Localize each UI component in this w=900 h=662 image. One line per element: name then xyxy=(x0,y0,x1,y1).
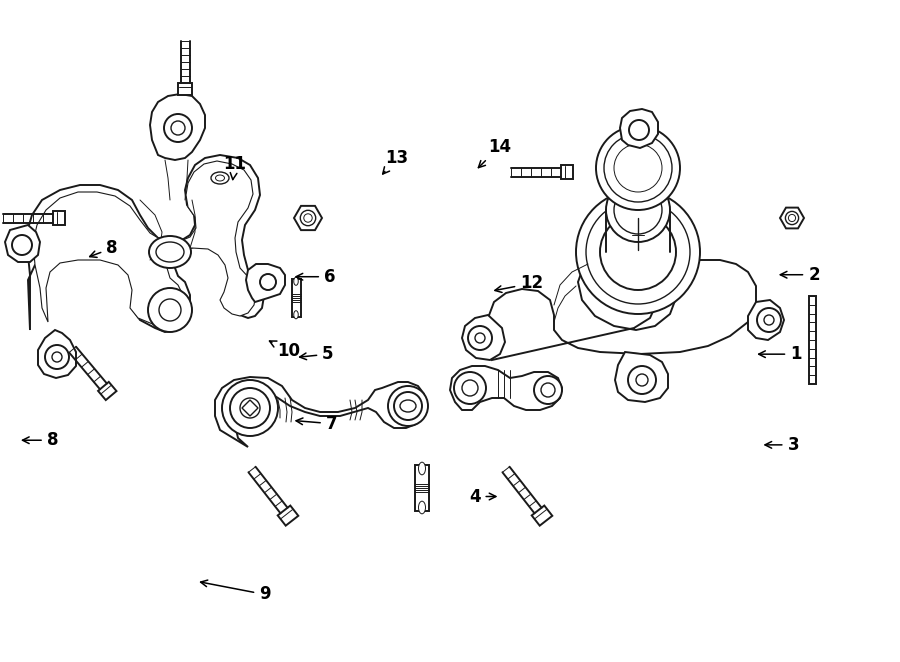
Ellipse shape xyxy=(418,462,426,475)
Ellipse shape xyxy=(293,310,298,319)
Circle shape xyxy=(786,211,798,224)
Circle shape xyxy=(45,345,69,369)
Text: 3: 3 xyxy=(765,436,799,454)
Circle shape xyxy=(534,376,562,404)
Circle shape xyxy=(764,315,774,325)
Circle shape xyxy=(164,114,192,142)
Circle shape xyxy=(52,352,62,362)
Text: 6: 6 xyxy=(296,267,336,286)
Ellipse shape xyxy=(418,501,426,514)
Polygon shape xyxy=(620,109,658,148)
Circle shape xyxy=(222,380,278,436)
Text: 1: 1 xyxy=(759,345,802,363)
Text: 12: 12 xyxy=(495,274,544,293)
Polygon shape xyxy=(462,315,505,360)
Circle shape xyxy=(171,121,185,135)
Ellipse shape xyxy=(400,400,416,412)
Ellipse shape xyxy=(215,175,224,181)
Text: 11: 11 xyxy=(223,155,247,179)
Polygon shape xyxy=(98,382,116,400)
Text: 14: 14 xyxy=(479,138,511,167)
Text: 10: 10 xyxy=(269,341,301,360)
Circle shape xyxy=(148,288,192,332)
Text: 4: 4 xyxy=(469,487,496,506)
Ellipse shape xyxy=(293,277,298,285)
Circle shape xyxy=(541,383,555,397)
Text: 5: 5 xyxy=(300,345,334,363)
Circle shape xyxy=(596,126,680,210)
Polygon shape xyxy=(748,300,784,340)
Polygon shape xyxy=(178,83,192,95)
Circle shape xyxy=(576,190,700,314)
Circle shape xyxy=(788,214,796,222)
Polygon shape xyxy=(278,506,298,526)
Polygon shape xyxy=(415,465,429,511)
Text: 2: 2 xyxy=(780,265,820,284)
Polygon shape xyxy=(53,211,65,225)
Circle shape xyxy=(604,134,672,202)
Circle shape xyxy=(475,333,485,343)
Polygon shape xyxy=(780,208,804,228)
Text: 8: 8 xyxy=(22,431,58,449)
Ellipse shape xyxy=(156,242,184,262)
Circle shape xyxy=(757,308,781,332)
Polygon shape xyxy=(246,264,285,302)
Circle shape xyxy=(586,200,690,304)
Circle shape xyxy=(159,299,181,321)
Text: 7: 7 xyxy=(296,414,338,433)
Polygon shape xyxy=(615,352,668,402)
Ellipse shape xyxy=(149,236,191,268)
Polygon shape xyxy=(215,377,426,447)
Text: 8: 8 xyxy=(90,239,118,258)
Polygon shape xyxy=(450,366,562,410)
Polygon shape xyxy=(808,296,815,384)
Circle shape xyxy=(606,178,670,242)
Polygon shape xyxy=(242,400,258,416)
Polygon shape xyxy=(5,225,40,262)
Circle shape xyxy=(230,388,270,428)
Circle shape xyxy=(454,372,486,404)
Circle shape xyxy=(12,235,32,255)
Circle shape xyxy=(628,366,656,394)
Polygon shape xyxy=(294,206,322,230)
Circle shape xyxy=(600,214,676,290)
Circle shape xyxy=(240,398,260,418)
Circle shape xyxy=(304,214,312,222)
Polygon shape xyxy=(488,252,756,360)
Circle shape xyxy=(636,374,648,386)
Polygon shape xyxy=(38,330,76,378)
Polygon shape xyxy=(150,94,205,160)
Circle shape xyxy=(388,386,428,426)
Circle shape xyxy=(614,144,662,192)
Polygon shape xyxy=(561,165,573,179)
Text: 13: 13 xyxy=(382,148,409,174)
Circle shape xyxy=(301,211,316,226)
Circle shape xyxy=(614,186,662,234)
Polygon shape xyxy=(27,155,264,332)
Circle shape xyxy=(629,120,649,140)
Circle shape xyxy=(260,274,276,290)
Ellipse shape xyxy=(211,172,229,184)
Polygon shape xyxy=(292,279,301,317)
Circle shape xyxy=(394,392,422,420)
Circle shape xyxy=(462,380,478,396)
Polygon shape xyxy=(532,506,553,526)
Circle shape xyxy=(468,326,492,350)
Text: 9: 9 xyxy=(201,580,271,604)
Polygon shape xyxy=(33,161,256,326)
